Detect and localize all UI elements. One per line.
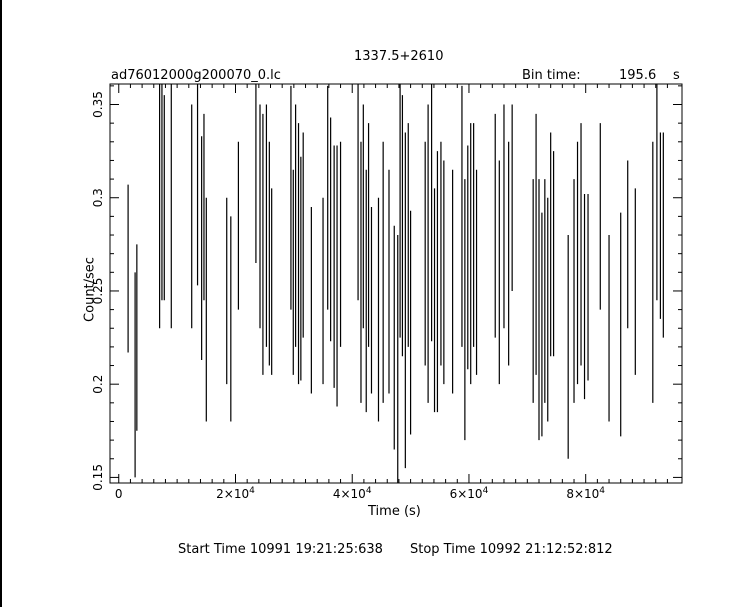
- y-tick-label: 0.3: [91, 188, 105, 207]
- plot-frame: [109, 83, 683, 484]
- x-tick-label: 2×104: [216, 486, 255, 501]
- x-axis-label: Time (s): [368, 504, 421, 519]
- y-tick-label: 0.25: [91, 278, 105, 305]
- start-time: Start Time 10991 19:21:25:638: [178, 542, 383, 557]
- bin-time-unit: s: [673, 68, 680, 83]
- window-left-border: [0, 0, 2, 607]
- file-label: ad76012000g200070_0.lc: [111, 68, 281, 83]
- x-tick-label: 6×104: [450, 486, 489, 501]
- y-tick-label: 0.15: [91, 464, 105, 491]
- x-tick-label: 8×104: [566, 486, 605, 501]
- bin-time-label: Bin time:: [522, 68, 581, 83]
- bin-time-value: 195.6: [619, 68, 657, 83]
- y-tick-label: 0.35: [91, 91, 105, 118]
- stop-time: Stop Time 10992 21:12:52:812: [410, 542, 613, 557]
- chart-title: 1337.5+2610: [354, 49, 444, 64]
- y-tick-label: 0.2: [91, 375, 105, 394]
- x-tick-label: 4×104: [333, 486, 372, 501]
- y-axis-label: Count/sec: [82, 257, 98, 322]
- x-tick-label: 0: [115, 487, 123, 501]
